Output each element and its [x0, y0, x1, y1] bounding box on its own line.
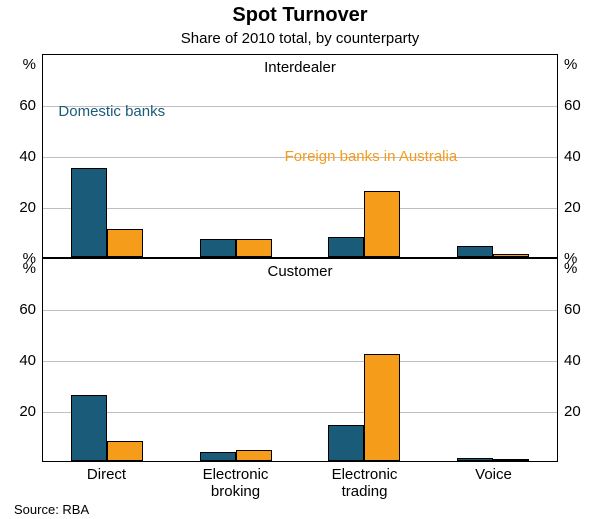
- bar-domestic: [457, 458, 493, 461]
- panel-label-interdealer: Interdealer: [43, 59, 557, 76]
- ytick-left: 40: [0, 148, 36, 165]
- bar-foreign: [236, 239, 272, 257]
- ytick-left: 40: [0, 352, 36, 369]
- ytick-right: 40: [564, 148, 581, 165]
- bar-domestic: [200, 239, 236, 257]
- ytick-right: 20: [564, 403, 581, 420]
- ytick-right: 60: [564, 97, 581, 114]
- ytick-right: 20: [564, 199, 581, 216]
- bar-foreign: [107, 441, 143, 461]
- legend-foreign-banks: Foreign banks in Australia: [285, 148, 458, 165]
- gridline: [43, 412, 557, 413]
- gridline: [43, 361, 557, 362]
- bar-foreign: [364, 191, 400, 257]
- x-axis-label: Direct: [42, 466, 171, 483]
- x-axis-label: Electronicbroking: [171, 466, 300, 501]
- bar-foreign: [493, 254, 529, 257]
- y-unit-right: %: [564, 56, 577, 73]
- ytick-left: 60: [0, 97, 36, 114]
- y-unit-left: %: [0, 260, 36, 277]
- chart-subtitle: Share of 2010 total, by counterparty: [0, 30, 600, 47]
- bar-domestic: [328, 237, 364, 257]
- ytick-right: 60: [564, 301, 581, 318]
- bar-domestic: [71, 168, 107, 257]
- chart-title: Spot Turnover: [0, 4, 600, 27]
- source-note: Source: RBA: [14, 502, 89, 517]
- bar-domestic: [71, 395, 107, 461]
- spot-turnover-figure: Spot Turnover Share of 2010 total, by co…: [0, 0, 600, 519]
- panel-customer: Customer: [42, 258, 558, 462]
- bar-domestic: [328, 425, 364, 461]
- y-unit-right: %: [564, 260, 577, 277]
- ytick-left: 20: [0, 199, 36, 216]
- legend-domestic-banks: Domestic banks: [58, 103, 165, 120]
- bar-foreign: [364, 354, 400, 461]
- y-unit-left: %: [0, 56, 36, 73]
- bar-foreign: [493, 459, 529, 461]
- gridline: [43, 208, 557, 209]
- panel-label-customer: Customer: [43, 263, 557, 280]
- bar-foreign: [236, 450, 272, 461]
- x-axis-label: Electronictrading: [300, 466, 429, 501]
- ytick-left: 60: [0, 301, 36, 318]
- ytick-left: 20: [0, 403, 36, 420]
- panel-interdealer: Interdealer Domestic banks Foreign banks …: [42, 54, 558, 258]
- bar-domestic: [457, 246, 493, 257]
- x-axis-label: Voice: [429, 466, 558, 483]
- ytick-right: 40: [564, 352, 581, 369]
- gridline: [43, 310, 557, 311]
- bar-domestic: [200, 452, 236, 461]
- bar-foreign: [107, 229, 143, 257]
